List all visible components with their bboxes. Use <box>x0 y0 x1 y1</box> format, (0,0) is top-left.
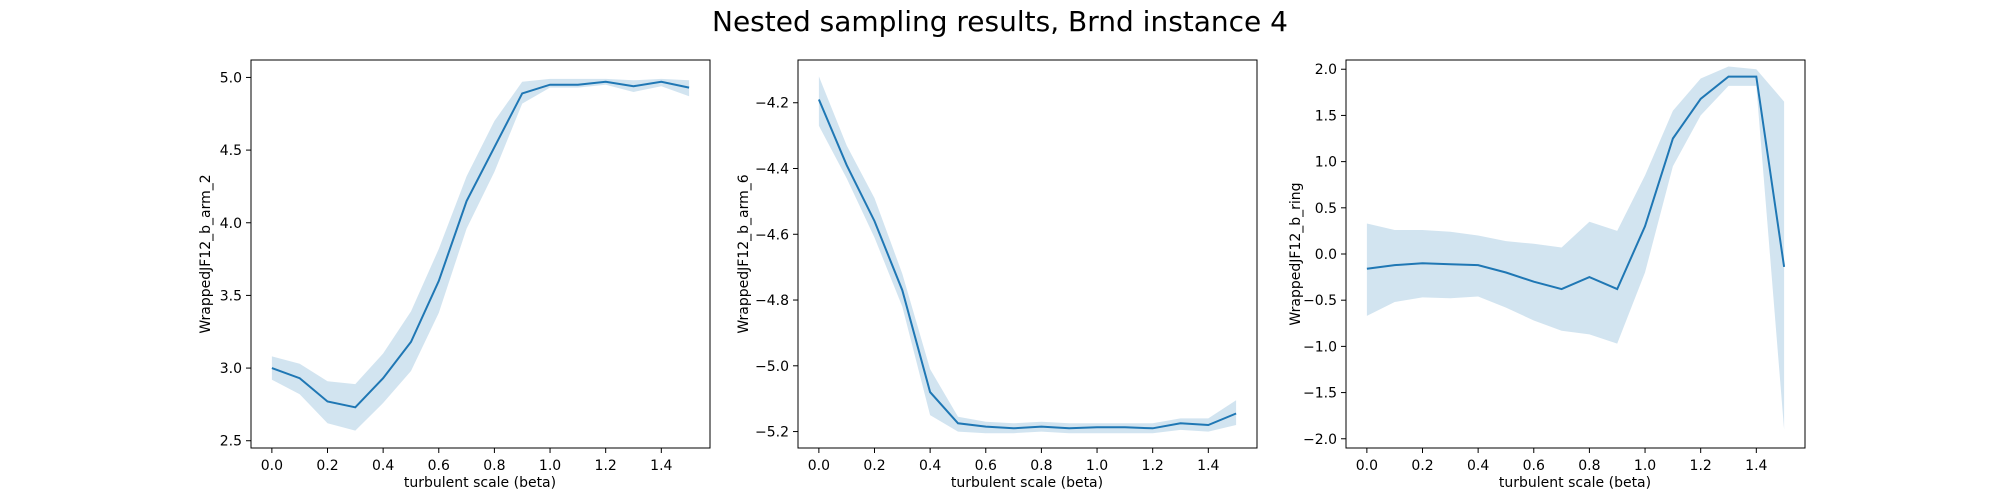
y-tick-label: 4.0 <box>220 216 242 232</box>
x-tick-label: 0.0 <box>261 458 283 474</box>
x-tick-label: 0.6 <box>428 458 450 474</box>
x-tick-label: 0.2 <box>1411 458 1433 474</box>
subplot-b-arm-6: 0.0 0.2 0.4 0.6 0.8 1.0 1.2 1.4 −5.2 −5.0 −4.8 −4.… <box>736 59 1258 491</box>
x-tick-label: 1.2 <box>595 458 617 474</box>
x-tick-label: 0.8 <box>1578 458 1600 474</box>
y-tick-label: −0.5 <box>1303 293 1337 309</box>
credible-band <box>818 76 1237 434</box>
x-tick-label: 0.6 <box>975 458 997 474</box>
x-axis-ticks: 0.0 0.2 0.4 0.6 0.8 1.0 1.2 1.4 <box>261 448 673 474</box>
x-axis-label: turbulent scale (beta) <box>1499 475 1651 491</box>
y-axis-ticks: −2.0 −1.5 −1.0 −0.5 0.0 0.5 1.0 1.5 2.0 <box>1303 62 1346 448</box>
y-tick-label: 0.0 <box>1315 247 1337 263</box>
y-tick-label: 4.5 <box>220 143 242 159</box>
x-tick-label: 1.2 <box>1142 458 1164 474</box>
x-tick-label: 0.0 <box>1356 458 1378 474</box>
y-tick-label: −2.0 <box>1303 432 1337 448</box>
y-tick-label: 3.5 <box>220 288 242 304</box>
mean-line <box>817 99 1237 430</box>
x-tick-label: 0.4 <box>919 458 941 474</box>
y-tick-label: 2.5 <box>220 434 242 450</box>
y-tick-label: −4.2 <box>755 96 789 112</box>
x-tick-label: 0.8 <box>1030 458 1052 474</box>
x-tick-label: 1.0 <box>1086 458 1108 474</box>
x-tick-label: 1.0 <box>539 458 561 474</box>
x-tick-label: 0.4 <box>372 458 394 474</box>
y-tick-label: 0.5 <box>1315 201 1337 217</box>
x-axis-label: turbulent scale (beta) <box>951 475 1103 491</box>
y-axis-ticks: −5.2 −5.0 −4.8 −4.6 −4.4 −4.2 <box>755 96 798 441</box>
x-tick-label: 1.4 <box>650 458 672 474</box>
y-axis-ticks: 2.5 3.0 3.5 4.0 4.5 5.0 <box>220 70 251 450</box>
x-axis-ticks: 0.0 0.2 0.4 0.6 0.8 1.0 1.2 1.4 <box>1356 448 1768 474</box>
x-tick-label: 1.2 <box>1690 458 1712 474</box>
credible-band <box>1366 66 1785 430</box>
y-axis-label: WrappedJF12_b_arm_2 <box>198 174 214 333</box>
subplot-b-ring: 0.0 0.2 0.4 0.6 0.8 1.0 1.2 1.4 −2.0 −1.5 −1.0 −0.… <box>1288 59 1806 491</box>
x-tick-label: 0.2 <box>316 458 338 474</box>
y-tick-label: 2.0 <box>1315 62 1337 78</box>
x-tick-label: 1.0 <box>1634 458 1656 474</box>
y-axis-label: WrappedJF12_b_ring <box>1288 182 1304 325</box>
figure-title: Nested sampling results, Brnd instance 4 <box>712 5 1288 38</box>
y-tick-label: 5.0 <box>220 70 242 86</box>
y-axis-label: WrappedJF12_b_arm_6 <box>736 174 752 333</box>
x-tick-label: 0.0 <box>808 458 830 474</box>
mean-line <box>271 80 690 409</box>
y-tick-label: 3.0 <box>220 361 242 377</box>
credible-band <box>271 78 690 431</box>
y-tick-label: 1.0 <box>1315 155 1337 171</box>
x-tick-label: 0.4 <box>1467 458 1489 474</box>
subplot-b-arm-2: 0.0 0.2 0.4 0.6 0.8 1.0 1.2 1.4 2.5 3.0 3.5 4.0 4.5… <box>198 59 711 491</box>
y-tick-label: −1.0 <box>1303 339 1337 355</box>
y-tick-label: −4.8 <box>755 293 789 309</box>
x-tick-label: 0.8 <box>483 458 505 474</box>
x-tick-label: 1.4 <box>1745 458 1767 474</box>
x-tick-label: 0.2 <box>863 458 885 474</box>
x-axis-label: turbulent scale (beta) <box>404 475 556 491</box>
axes-frame <box>797 59 1258 449</box>
x-tick-label: 0.6 <box>1523 458 1545 474</box>
x-tick-label: 1.4 <box>1197 458 1219 474</box>
y-tick-label: 1.5 <box>1315 108 1337 124</box>
y-tick-label: −1.5 <box>1303 386 1337 402</box>
axes-frame <box>250 59 711 449</box>
x-axis-ticks: 0.0 0.2 0.4 0.6 0.8 1.0 1.2 1.4 <box>808 448 1220 474</box>
y-tick-label: −5.0 <box>755 359 789 375</box>
y-tick-label: −5.2 <box>755 425 789 441</box>
mean-line <box>1366 75 1786 291</box>
y-tick-label: −4.6 <box>755 227 789 243</box>
y-tick-label: −4.4 <box>755 162 789 178</box>
